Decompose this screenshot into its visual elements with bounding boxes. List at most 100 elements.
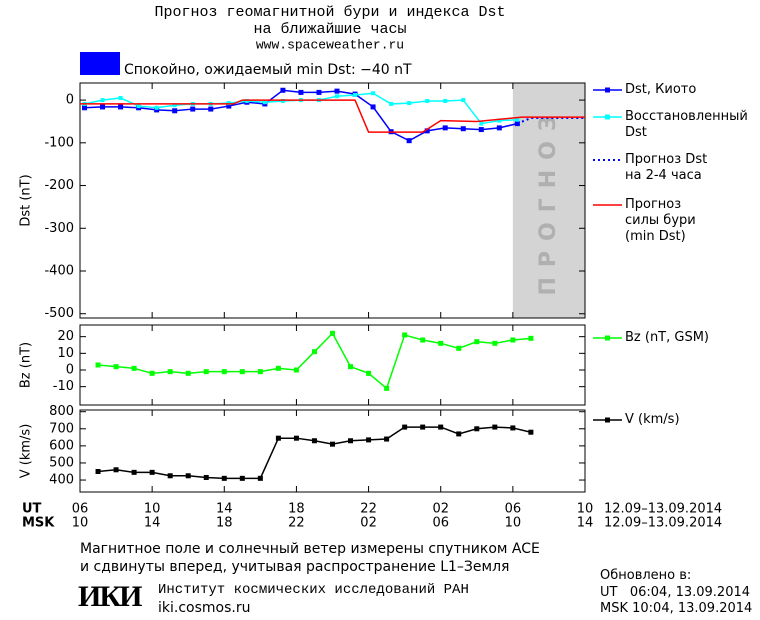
forecast-shade <box>512 83 585 318</box>
y-tick-label: 20 <box>57 329 74 344</box>
legend-label: Прогноз Dst на 2-4 часа <box>625 152 708 183</box>
institute: Институт космических исследований РАН <box>158 582 469 598</box>
point <box>353 92 358 97</box>
point <box>402 332 408 338</box>
y-tick-label: -100 <box>44 135 74 150</box>
x-tick-label: 06 <box>505 502 522 517</box>
point <box>208 106 214 112</box>
y-tick-label: 800 <box>49 404 74 419</box>
y-tick-label: 400 <box>49 473 74 488</box>
point <box>335 94 340 99</box>
point <box>528 335 534 341</box>
point <box>478 127 484 133</box>
point <box>167 369 173 375</box>
point <box>311 349 317 355</box>
point <box>280 98 285 103</box>
y-tick-label: -10 <box>53 379 74 394</box>
footer-note: Магнитное поле и солнечный ветер измерен… <box>80 541 540 575</box>
point <box>293 435 299 441</box>
site: iki.cosmos.ru <box>158 600 251 616</box>
point <box>456 345 462 351</box>
updated-msk: MSK 10:04, 13.09.2014 <box>600 601 753 616</box>
point <box>461 98 466 103</box>
point <box>460 126 466 132</box>
legend-marker <box>605 87 610 93</box>
point <box>82 105 88 111</box>
point <box>474 339 480 345</box>
point <box>118 104 124 110</box>
point <box>492 424 498 430</box>
series-line <box>516 117 585 125</box>
legend-label: Dst, Киото <box>625 82 697 97</box>
point <box>425 98 430 103</box>
point <box>167 473 173 479</box>
point <box>330 330 335 336</box>
x-tick-label: 10 <box>144 502 161 517</box>
x2-tick-label: 14 <box>144 516 161 531</box>
subtitle: на ближайшие часы <box>253 21 406 38</box>
point <box>131 365 137 371</box>
x2-tick-label: 14 <box>577 516 594 531</box>
y-tick-label: -400 <box>44 264 74 279</box>
point <box>389 101 394 106</box>
point <box>203 369 209 375</box>
point <box>100 104 106 110</box>
point <box>154 105 159 110</box>
x2-tick-label: 22 <box>288 516 305 531</box>
point <box>221 369 227 375</box>
point <box>420 424 426 430</box>
y-tick-label: -200 <box>44 178 74 193</box>
point <box>293 367 299 373</box>
point <box>136 104 141 109</box>
point <box>239 475 245 481</box>
point <box>118 95 123 100</box>
point <box>438 424 444 430</box>
point <box>172 103 177 108</box>
point <box>95 362 101 368</box>
legend-label: Bz (nT, GSM) <box>625 330 710 345</box>
point <box>384 436 390 442</box>
point <box>371 91 376 96</box>
x-tick-label: 14 <box>216 502 233 517</box>
point <box>442 125 448 131</box>
point <box>100 98 105 103</box>
y-tick-label: 600 <box>49 438 74 453</box>
logo: ИКИ <box>78 580 142 613</box>
point <box>492 340 498 346</box>
point <box>95 469 101 474</box>
point <box>311 438 317 444</box>
y-tick-label: -500 <box>44 306 74 321</box>
series-line <box>97 332 531 390</box>
x-tick-label: 06 <box>72 502 89 517</box>
url: www.spaceweather.ru <box>256 37 404 52</box>
point <box>515 117 520 122</box>
point <box>402 424 408 430</box>
point <box>366 370 372 376</box>
point <box>510 337 516 343</box>
point <box>298 89 304 95</box>
point <box>149 469 155 475</box>
legend-marker <box>605 417 610 423</box>
point <box>131 469 137 475</box>
x2-tick-label: 10 <box>505 516 522 531</box>
legend-marker <box>605 335 610 341</box>
y-tick-label: -300 <box>44 221 74 236</box>
x2-tick-label: 18 <box>216 516 233 531</box>
y-tick-label: 500 <box>49 455 74 470</box>
point <box>226 101 231 106</box>
point <box>226 103 232 109</box>
point <box>257 369 263 375</box>
plot-frame <box>79 82 586 319</box>
point <box>185 473 191 479</box>
point <box>510 425 516 431</box>
legend-label: Восстановленный Dst <box>625 109 748 140</box>
date-range: 12.09–13.09.2014 <box>604 502 722 517</box>
point <box>203 474 209 480</box>
legend-label: V (km/s) <box>625 412 680 427</box>
point <box>443 98 448 103</box>
series-line <box>80 99 585 133</box>
x-tick-label: 18 <box>288 502 305 517</box>
date-range: 12.09–13.09.2014 <box>604 516 722 531</box>
